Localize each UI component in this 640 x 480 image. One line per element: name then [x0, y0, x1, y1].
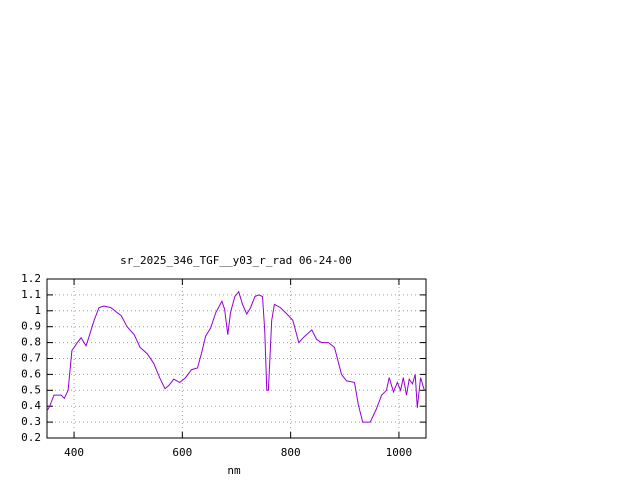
chart-title: sr_2025_346_TGF__y03_r_rad 06-24-00 — [120, 254, 352, 267]
y-tick-label: 1.2 — [21, 272, 41, 285]
x-tick-label: 800 — [281, 446, 301, 459]
y-tick-label: 0.5 — [21, 383, 41, 396]
plot-border — [46, 278, 427, 439]
y-tick-label: 0.8 — [21, 336, 41, 349]
y-tick-label: 0.2 — [21, 431, 41, 444]
y-tick-label: 0.9 — [21, 320, 41, 333]
y-tick-label: 1 — [34, 304, 41, 317]
y-tick-label: 0.3 — [21, 415, 41, 428]
x-tick-label: 600 — [172, 446, 192, 459]
x-tick-label: 1000 — [386, 446, 413, 459]
y-tick-label: 0.7 — [21, 352, 41, 365]
data-line — [46, 290, 425, 423]
y-tick-label: 0.6 — [21, 367, 41, 380]
y-tick-label: 0.4 — [21, 399, 41, 412]
x-axis-label: nm — [227, 464, 241, 477]
y-tick-label: 1.1 — [21, 288, 41, 301]
x-tick-label: 400 — [64, 446, 84, 459]
